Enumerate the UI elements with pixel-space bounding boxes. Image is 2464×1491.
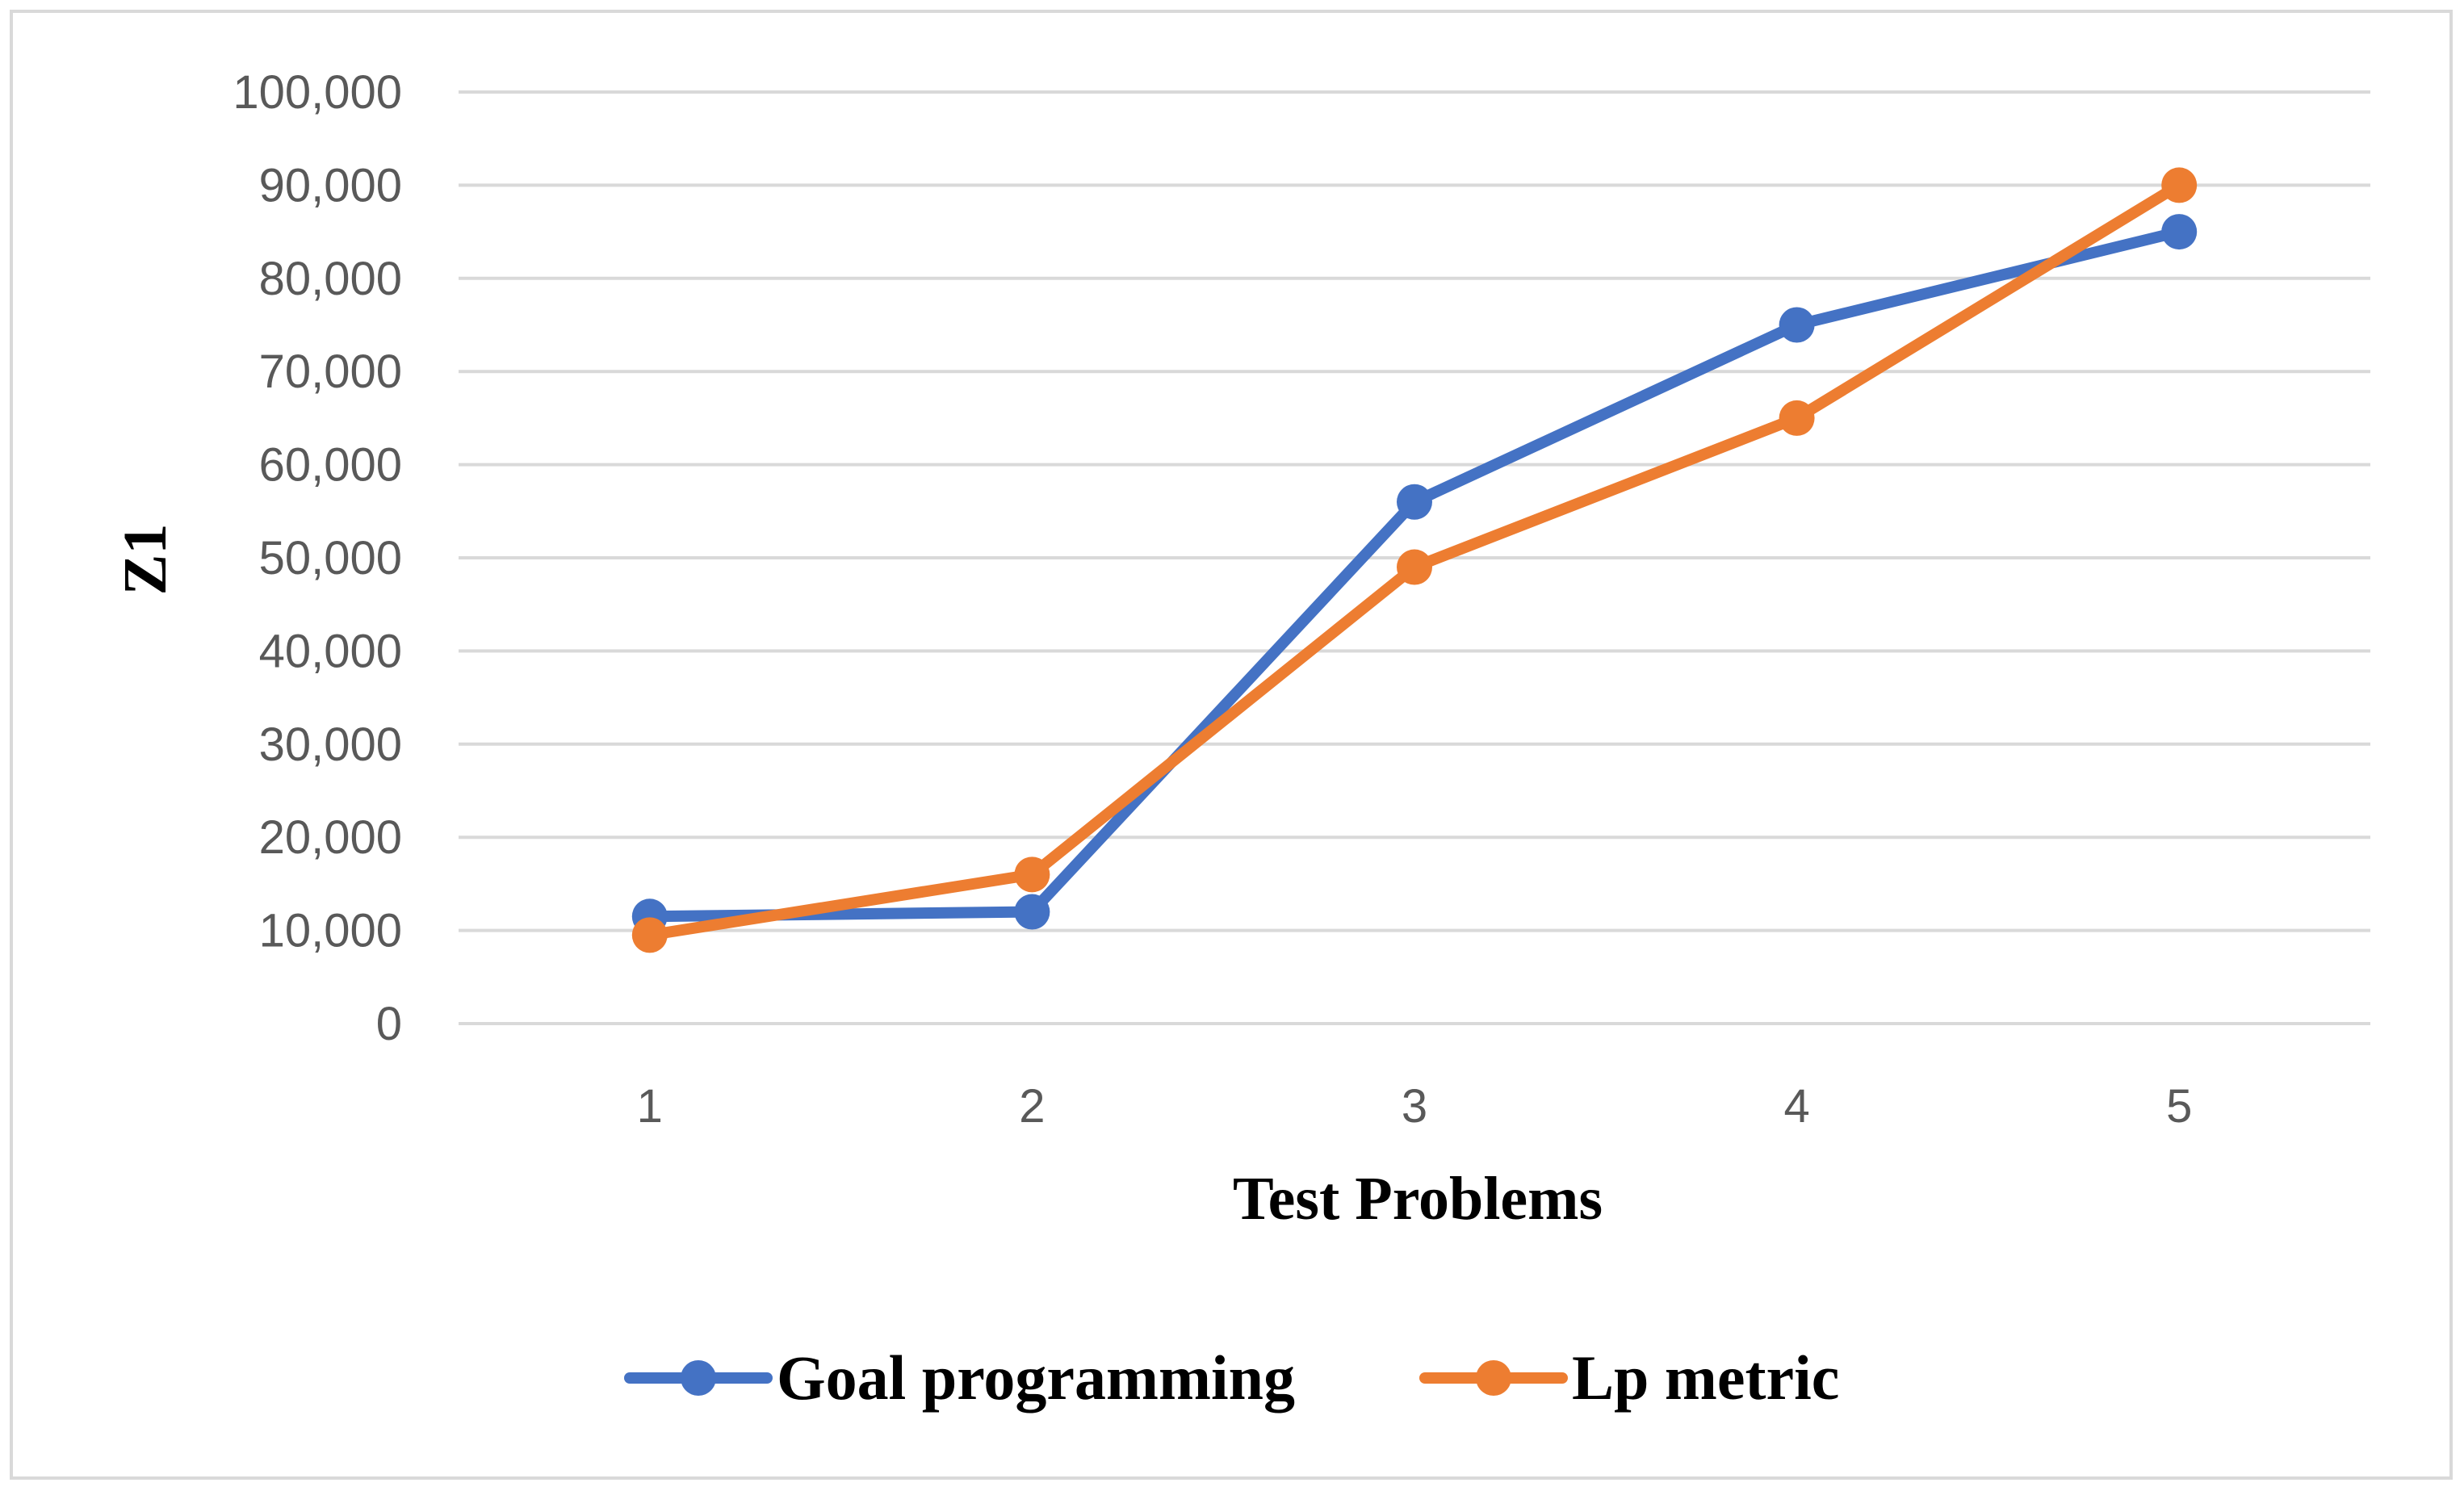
data-point[interactable] [2161, 214, 2198, 250]
legend: Goal programming Lp metric [624, 1342, 1839, 1413]
y-tick-label: 100,000 [233, 66, 402, 119]
y-tick-label: 40,000 [259, 625, 402, 677]
series-lines [631, 167, 2198, 953]
data-point[interactable] [2161, 167, 2198, 203]
y-tick-label: 70,000 [259, 346, 402, 398]
y-axis-title: Z1 [111, 524, 179, 596]
y-tick-label: 50,000 [259, 532, 402, 584]
data-point[interactable] [1397, 484, 1432, 520]
x-axis-title: Test Problems [1233, 1165, 1603, 1233]
legend-swatch-marker [1476, 1360, 1511, 1396]
data-point[interactable] [1014, 894, 1050, 930]
legend-swatch-marker [681, 1360, 716, 1396]
legend-label-goal-programming: Goal programming [777, 1342, 1295, 1413]
legend-label-lp-metric: Lp metric [1572, 1342, 1839, 1413]
y-tick-label: 10,000 [259, 905, 402, 957]
data-point[interactable] [1779, 307, 1815, 343]
y-tick-label: 0 [376, 998, 402, 1050]
x-tick-label: 5 [2166, 1080, 2192, 1133]
x-tick-label: 3 [1402, 1080, 1427, 1133]
data-point[interactable] [1397, 549, 1432, 585]
y-tick-label: 30,000 [259, 718, 402, 771]
gridlines [459, 90, 2370, 1025]
data-point[interactable] [1014, 856, 1050, 893]
y-tick-label: 80,000 [259, 253, 402, 305]
y-tick-label: 90,000 [259, 159, 402, 212]
y-axis-ticks: 0 10,000 20,000 30,000 40,000 50,000 60,000 70,… [233, 66, 402, 1050]
data-point[interactable] [631, 917, 668, 953]
x-tick-label: 1 [637, 1080, 663, 1133]
y-tick-label: 60,000 [259, 439, 402, 492]
data-point[interactable] [1779, 400, 1815, 436]
y-tick-label: 20,000 [259, 811, 402, 864]
x-axis-ticks: 1 2 3 4 5 [637, 1080, 2193, 1133]
x-tick-label: 2 [1019, 1080, 1045, 1133]
x-tick-label: 4 [1783, 1080, 1809, 1133]
legend-item-goal-programming[interactable]: Goal programming [624, 1342, 1295, 1413]
legend-item-lp-metric[interactable]: Lp metric [1419, 1342, 1839, 1413]
